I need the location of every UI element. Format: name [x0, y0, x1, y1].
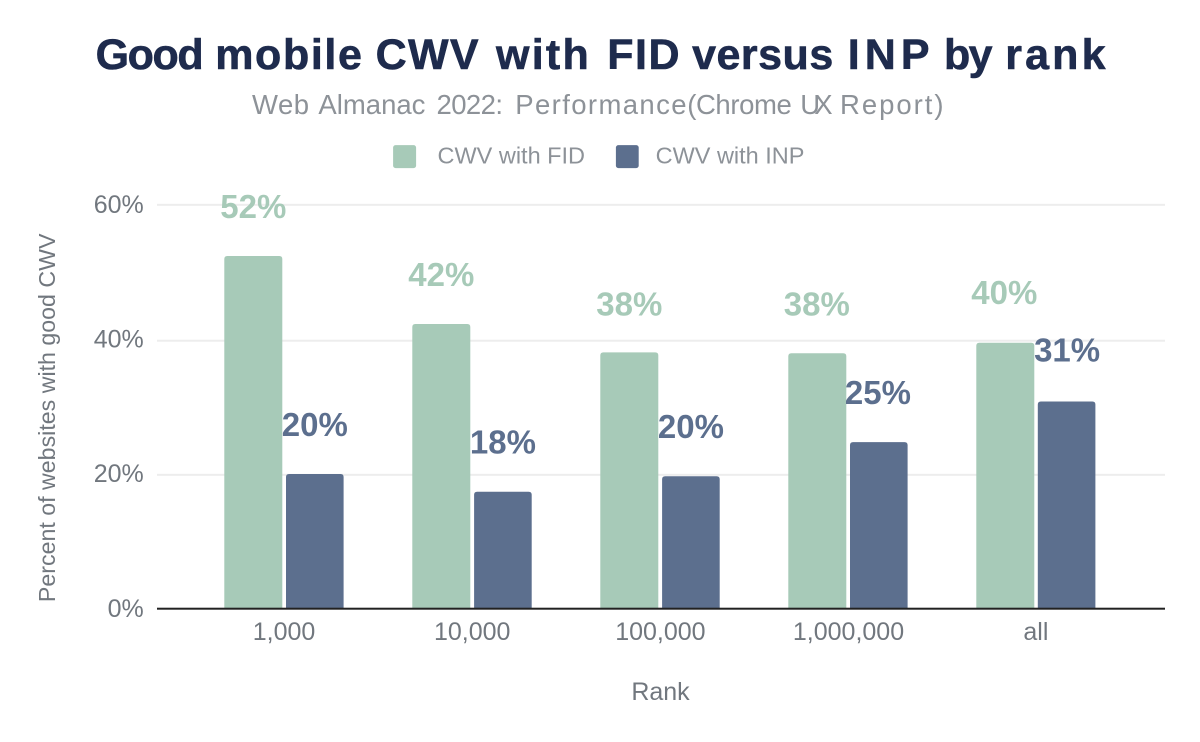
svg-text:60%: 60% [94, 191, 144, 219]
svg-text:10,000: 10,000 [434, 618, 510, 646]
svg-text:CWV with FID: CWV with FID [438, 143, 586, 169]
svg-text:1,000,000: 1,000,000 [793, 618, 904, 646]
svg-text:38%: 38% [784, 285, 850, 322]
svg-text:Rank: Rank [631, 678, 690, 706]
svg-text:20%: 20% [94, 460, 144, 488]
svg-text:100,000: 100,000 [615, 618, 705, 646]
svg-text:40%: 40% [971, 274, 1037, 311]
svg-text:20%: 20% [658, 408, 724, 445]
svg-text:31%: 31% [1034, 332, 1100, 369]
svg-text:40%: 40% [94, 326, 144, 354]
svg-text:1,000: 1,000 [253, 618, 316, 646]
svg-text:18%: 18% [470, 423, 536, 460]
svg-text:42%: 42% [408, 256, 474, 293]
svg-text:0%: 0% [108, 595, 144, 623]
svg-text:20%: 20% [282, 406, 348, 443]
svg-text:CWV with INP: CWV with INP [656, 143, 805, 169]
svg-text:Percent of websites with good: Percent of websites with good CWV [34, 233, 60, 602]
svg-text:52%: 52% [220, 188, 286, 225]
svg-text:25%: 25% [845, 374, 911, 411]
svg-text:all: all [1023, 618, 1048, 646]
svg-text:38%: 38% [596, 285, 662, 322]
